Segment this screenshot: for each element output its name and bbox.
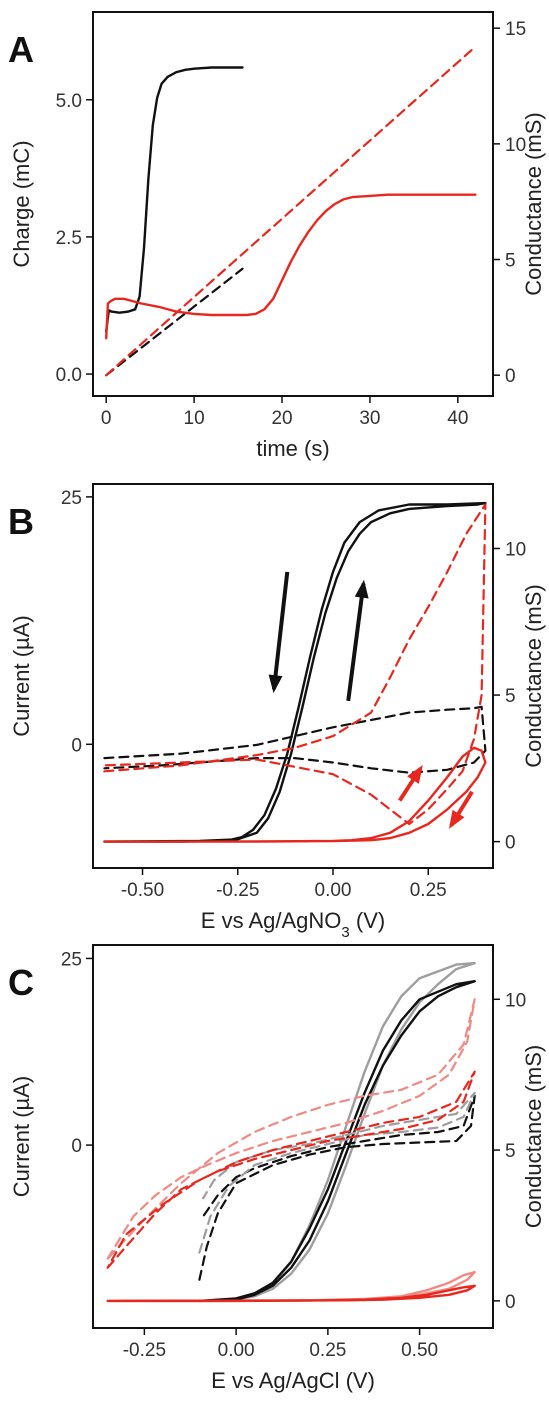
x-tick-label: 30 <box>359 408 380 429</box>
y-right-axis-label: Conductance (mS) <box>521 112 546 295</box>
x-tick-label: 0.00 <box>218 1340 255 1361</box>
series-light-red-dashed-4 <box>106 998 476 1260</box>
y-right-tick-label: 5 <box>505 1141 516 1162</box>
series-black-solid-0 <box>103 501 487 843</box>
x-tick-label: 0.25 <box>410 880 447 901</box>
x-tick-label: 20 <box>271 408 292 429</box>
plot-frame <box>92 944 494 1329</box>
y-right-tick-label: 15 <box>505 19 526 40</box>
y-right-tick-label: 0 <box>505 366 516 387</box>
y-right-tick-label: 0 <box>505 1292 516 1313</box>
series-red-dashed-2 <box>103 503 487 826</box>
x-tick-label: 0.00 <box>315 880 352 901</box>
x-tick-label: 0.25 <box>309 1340 346 1361</box>
panel-label: A <box>8 29 34 70</box>
series-red-solid-2 <box>104 193 477 340</box>
panel-label: B <box>8 501 34 542</box>
x-tick-label: 0 <box>101 408 112 429</box>
x-tick-label: -0.25 <box>123 1340 166 1361</box>
y-left-tick-label: 0 <box>71 1136 82 1157</box>
y-left-tick-label: 2.5 <box>56 228 82 249</box>
panel-label: C <box>8 962 34 1003</box>
series-black-dashed-1 <box>103 705 487 774</box>
series-black-solid-1 <box>198 980 476 1303</box>
y-left-axis-label: Current (µA) <box>9 615 34 736</box>
series-red-solid-3 <box>103 746 487 843</box>
x-tick-label: 10 <box>184 408 205 429</box>
x-axis-label: E vs Ag/AgNO3 (V) <box>201 908 385 941</box>
y-left-tick-label: 25 <box>61 488 82 509</box>
scan-arrow-head <box>354 579 369 599</box>
y-right-axis-label: Conductance (mS) <box>521 584 546 767</box>
y-right-tick-label: 10 <box>505 990 526 1011</box>
plot-frame <box>92 483 494 869</box>
panel-b: B -0.50 -0.25 0.00 0.25 0 25 0 5 10 E vs Ag/AgNO3 … <box>8 483 546 941</box>
series-red-solid-7 <box>106 1284 476 1303</box>
x-tick-label: 0.50 <box>401 1340 438 1361</box>
y-left-axis-label: Current (µA) <box>9 1076 34 1197</box>
series-gray-solid-0 <box>198 961 476 1303</box>
y-right-tick-label: 10 <box>505 539 526 560</box>
panel-c: C -0.25 0.00 0.25 0.50 0 25 0 5 10 E vs Ag/AgCl (V… <box>8 944 546 1393</box>
y-left-tick-label: 5.0 <box>56 91 82 112</box>
scan-arrow-head <box>407 764 423 784</box>
y-left-tick-label: 25 <box>61 949 82 970</box>
y-left-tick-label: 0 <box>71 735 82 756</box>
series-black-solid-0 <box>104 66 244 333</box>
plot-frame <box>92 11 494 397</box>
series-black-dashed-1 <box>105 267 244 377</box>
series-red-dashed-3 <box>105 45 477 377</box>
x-tick-label: -0.50 <box>121 880 164 901</box>
x-tick-label: 40 <box>447 408 468 429</box>
y-right-tick-label: 5 <box>505 251 516 272</box>
y-right-tick-label: 10 <box>505 135 526 156</box>
y-right-tick-label: 5 <box>505 686 516 707</box>
panel-a: A 0 10 20 30 40 0.0 2.5 5.0 0 5 10 15 time (s) Charge … <box>8 11 546 461</box>
y-left-tick-label: 0.0 <box>56 365 82 386</box>
y-left-axis-label: Charge (mC) <box>9 140 34 267</box>
scan-arrow-head <box>448 809 465 829</box>
scan-arrow-shaft <box>346 583 366 702</box>
scan-arrow-shaft <box>271 571 290 690</box>
x-axis-label: time (s) <box>256 436 329 461</box>
y-right-axis-label: Conductance (mS) <box>521 1045 546 1228</box>
x-tick-label: -0.25 <box>216 880 259 901</box>
scan-arrow-head <box>268 674 283 694</box>
y-right-tick-label: 0 <box>505 833 516 854</box>
series-gray-dashed-3 <box>198 1091 476 1254</box>
series-black-dashed-2 <box>198 1094 476 1281</box>
x-axis-label: E vs Ag/AgCl (V) <box>211 1368 375 1393</box>
series-red-dashed-5 <box>106 1070 476 1269</box>
